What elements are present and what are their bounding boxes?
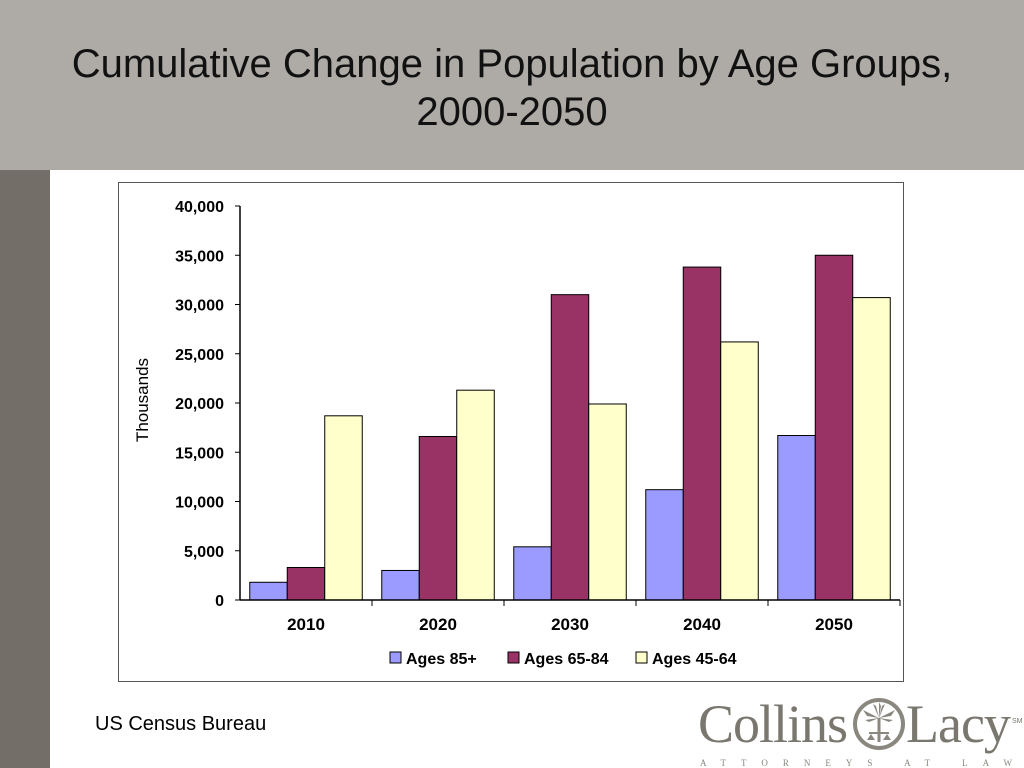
bar-ages-65-84-2040 (682, 266, 722, 601)
y-tick-label: 30,000 (175, 298, 224, 315)
y-tick-label: 5,000 (184, 544, 224, 561)
bar-ages-85--2010 (249, 581, 288, 601)
left-accent-bar (0, 170, 50, 768)
chart-frame (118, 182, 904, 682)
legend-label: Ages 65-84 (524, 651, 609, 668)
palmetto-seal-icon (853, 698, 905, 750)
x-tick-label: 2030 (551, 615, 589, 634)
bar-ages-65-84-2020 (418, 435, 458, 601)
x-axis-labels: 2010 2020 2030 2040 2050 (287, 600, 901, 634)
bar-ages-65-84-2050 (814, 254, 854, 601)
bar-ages-65-84-2010 (286, 566, 326, 601)
x-tick-label: 2050 (815, 615, 853, 634)
legend-label: Ages 85+ (406, 651, 477, 668)
y-axis-ticks: 0 5,000 10,000 15,000 20,000 25,000 30,000 35,0… (175, 199, 240, 610)
source-note: US Census Bureau (95, 713, 267, 735)
legend-swatch (389, 651, 402, 664)
y-tick-label: 0 (215, 593, 224, 610)
bar-ages-45-64-2020 (456, 389, 495, 601)
legend-swatch (635, 651, 648, 664)
y-axis-label: Thousands (133, 358, 152, 442)
slide-title: Cumulative Change in Population by Age G… (71, 42, 953, 134)
company-logo: Collins Lacy SM ATTORNEYS AT LAW (696, 694, 1024, 768)
x-tick-label: 2040 (683, 615, 721, 634)
bar-ages-85--2030 (513, 546, 552, 601)
logo-word-right: Lacy (906, 694, 1011, 754)
y-tick-label: 10,000 (175, 495, 224, 512)
y-tick-label: 15,000 (175, 445, 224, 462)
service-mark: SM (1012, 718, 1023, 725)
legend-label: Ages 45-64 (652, 651, 737, 668)
y-tick-label: 40,000 (175, 199, 224, 216)
legend-swatch (507, 651, 520, 664)
logo-tagline: ATTORNEYS AT LAW (700, 758, 1024, 768)
bars (249, 254, 891, 601)
bar-ages-85--2020 (381, 569, 420, 601)
y-tick-label: 25,000 (175, 347, 224, 364)
bar-ages-85--2040 (645, 489, 684, 601)
bar-ages-45-64-2030 (588, 403, 627, 601)
bar-ages-45-64-2050 (852, 297, 891, 601)
bar-ages-65-84-2030 (550, 294, 590, 601)
title-band (0, 0, 1024, 170)
y-tick-label: 20,000 (175, 396, 224, 413)
x-tick-label: 2020 (419, 615, 457, 634)
y-tick-label: 35,000 (175, 248, 224, 265)
x-tick-label: 2010 (287, 615, 325, 634)
logo-word-left: Collins (698, 694, 848, 754)
bar-ages-45-64-2010 (324, 415, 363, 601)
chart-legend: Ages 85+ Ages 65-84 Ages 45-64 (389, 651, 737, 668)
bar-ages-85--2050 (777, 435, 816, 601)
bar-chart: 0 5,000 10,000 15,000 20,000 25,000 30,000 35,0… (133, 199, 901, 668)
bar-ages-45-64-2040 (720, 341, 759, 601)
